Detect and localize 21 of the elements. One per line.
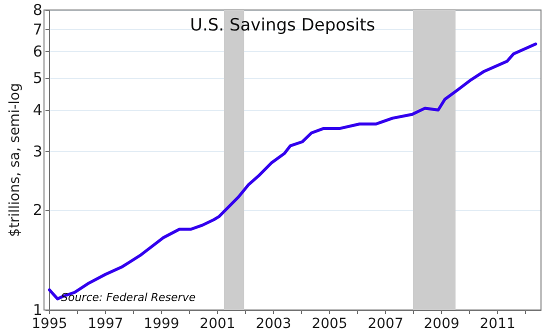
y-tick-label: 5: [32, 68, 42, 87]
y-axis-title: $trillions, sa, semi-log: [7, 83, 23, 237]
x-tick-label: 1995: [32, 316, 68, 332]
x-tick-label: 2009: [424, 316, 460, 332]
y-tick-label: 1: [32, 301, 42, 319]
x-tick-label: 1997: [88, 316, 124, 332]
y-tick-label: 2: [32, 201, 42, 219]
x-tick-label: 2005: [312, 316, 348, 332]
line-series: [48, 42, 538, 300]
x-tick-label: 2001: [200, 316, 236, 332]
y-tick-label: 6: [32, 42, 42, 61]
y-tick-label: 4: [32, 101, 42, 119]
x-tick-label: 2007: [368, 316, 404, 332]
x-tick-label: 2003: [256, 316, 292, 332]
y-tick-label: 8: [32, 1, 42, 19]
y-tick-label: 3: [32, 142, 42, 161]
x-tick-label: 1999: [144, 316, 180, 332]
x-tick-label: 2011: [480, 316, 516, 332]
y-tick-label: 7: [32, 20, 42, 38]
chart-title: U.S. Savings Deposits: [190, 16, 376, 36]
annotation: Source: Federal Reserve: [61, 291, 196, 304]
